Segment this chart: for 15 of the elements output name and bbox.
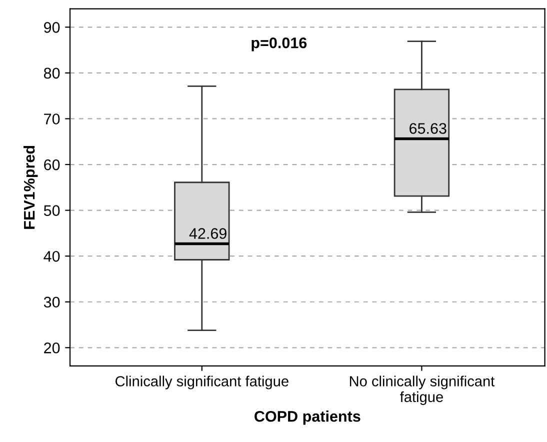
annotation: p=0.016	[252, 37, 307, 52]
y-tick-label: 60	[44, 159, 60, 170]
y-tick-label: 50	[44, 205, 60, 216]
y-tick-label: 90	[44, 22, 60, 33]
y-tick-label: 40	[44, 250, 60, 262]
y-tick-label: 30	[44, 296, 60, 308]
y-axis-title: FEV1%pred	[24, 146, 38, 229]
y-tick-label: 20	[44, 342, 60, 354]
y-tick-label: 80	[44, 68, 60, 79]
x-tick-label: No clinically significant fatigue	[350, 376, 495, 405]
x-axis-title: COPD patients	[254, 410, 360, 425]
text: 65.63	[410, 123, 446, 134]
y-tick-label: 70	[44, 114, 60, 124]
text: 42.69	[189, 228, 226, 239]
x-tick-label: Clinically significant fatigue	[116, 376, 288, 390]
